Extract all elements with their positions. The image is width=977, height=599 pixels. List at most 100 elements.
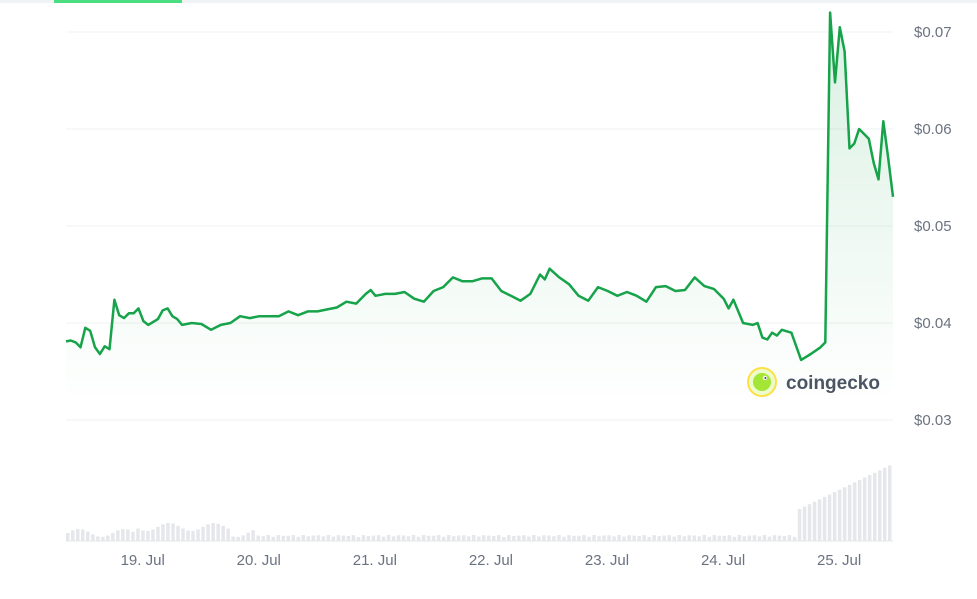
volume-bar [757,536,762,541]
volume-bar [562,536,566,541]
volume-bar [537,536,541,541]
volume-bar [787,535,792,541]
volume-bar [416,536,421,541]
volume-bar [186,530,190,541]
volume-bar [336,535,341,541]
volume-bar [156,526,160,541]
volume-bar [306,536,311,541]
x-tick-label: 23. Jul [585,552,629,569]
volume-bar [331,536,336,541]
volume-bar [797,509,802,541]
volume-bar [411,535,416,541]
volume-bar [281,535,285,541]
volume-bar [482,535,486,541]
volume-bar [632,535,636,541]
volume-bar [356,537,361,541]
volume-bar [151,529,155,541]
volume-bar [391,536,396,541]
volume-bar [692,535,696,541]
volume-bar [587,536,591,541]
volume-bar [351,535,356,541]
volume-bar [241,535,245,541]
volume-bar [812,501,817,541]
x-tick-label: 24. Jul [701,552,745,569]
volume-bar [386,535,391,541]
active-tab-indicator[interactable] [54,0,182,3]
volume-bar [86,531,90,541]
volume-bar [697,536,701,541]
volume-bar [857,480,862,541]
volume-bar [732,536,737,541]
volume-bar [487,535,491,541]
volume-bar [777,535,782,541]
y-tick-label: $0.06 [914,121,952,138]
volume-bar [577,535,581,541]
volume-bar [742,536,747,541]
volume-bar [366,536,371,541]
volume-bar [326,535,331,541]
volume-bar [677,535,681,541]
y-tick-label: $0.07 [914,24,952,41]
volume-bar [807,504,812,541]
volume-bar [221,525,225,541]
volume-bar [462,535,466,541]
volume-bar [737,535,742,541]
volume-bar [507,535,511,541]
volume-bar [101,536,105,541]
volume-bar [196,529,200,541]
volume-bar [647,537,651,541]
volume-bar [441,536,446,541]
volume-bar [767,536,772,541]
volume-bar [216,523,220,541]
volume-bar [652,535,656,541]
x-tick-label: 22. Jul [469,552,513,569]
volume-bar [426,535,431,541]
volume-bar [702,535,706,541]
volume-bar [291,535,295,541]
volume-bar [657,536,661,541]
price-line[interactable] [65,11,895,362]
volume-bar [116,530,120,541]
volume-bar [532,535,536,541]
volume-bar [883,467,887,541]
volume-bar [557,535,561,541]
volume-bar [141,530,145,541]
volume-bar [547,535,551,541]
volume-bar [76,529,80,541]
volume-bar [827,494,832,541]
gecko-logo-icon [747,367,777,397]
volume-bar [301,535,306,541]
volume-bar [542,535,546,541]
volume-bar [607,535,611,541]
volume-bar [206,524,210,541]
volume-bar [467,536,471,541]
volume-bar [401,535,406,541]
volume-bar [817,499,822,541]
volume-bar [406,536,411,541]
volume-bar [612,536,616,541]
volume-bar [181,528,185,541]
volume-bar [582,535,586,541]
volume-bar [888,465,892,541]
watermark-text: coingecko [786,373,880,394]
volume-bar [296,536,301,541]
volume-bar [878,470,882,541]
volume-bar [682,536,686,541]
volume-bar [71,530,75,541]
volume-bar [867,475,872,541]
volume-bar [602,535,606,541]
volume-bar [842,487,847,541]
volume-bar [752,535,757,541]
volume-bar [722,535,727,541]
volume-bar [456,535,461,541]
x-tick-label: 19. Jul [121,552,165,569]
volume-bar [572,535,576,541]
volume-bar [637,536,641,541]
volume-bar [567,535,571,541]
volume-bar [166,523,170,541]
volume-bar [191,530,195,541]
volume-bar [81,529,85,541]
volume-bar [873,472,877,541]
volume-bar [396,535,401,541]
